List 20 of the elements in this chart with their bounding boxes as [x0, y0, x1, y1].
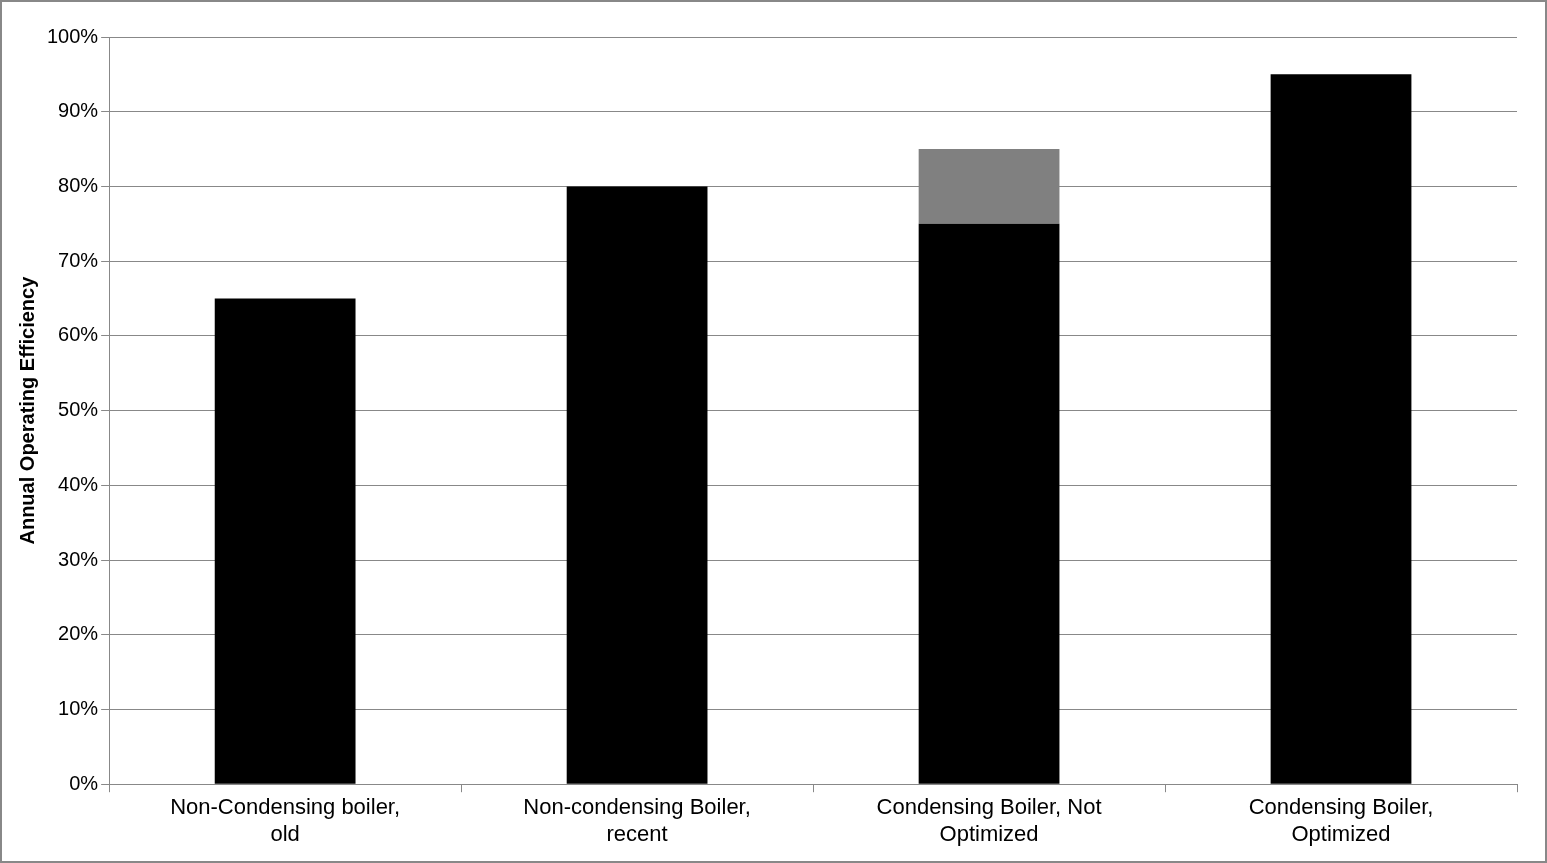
bar — [1270, 74, 1412, 784]
y-tick-label: 30% — [58, 547, 99, 570]
y-tick-label: 90% — [58, 99, 99, 122]
y-tick-label: 50% — [58, 398, 99, 421]
x-tick-label: Condensing Boiler, Not Optimized — [876, 794, 1102, 846]
x-tick-label: Condensing Boiler, Optimized — [1248, 794, 1434, 846]
y-tick-label: 60% — [58, 323, 99, 346]
y-tick-label: 10% — [58, 697, 99, 719]
bar — [566, 186, 708, 784]
y-tick-label: 40% — [58, 472, 99, 495]
y-tick-label: 100% — [47, 24, 99, 47]
bar — [918, 223, 1060, 784]
x-tick-label: Non-Condensing boiler, old — [170, 794, 401, 846]
x-tick-label: Non-condensing Boiler, recent — [523, 794, 751, 846]
y-axis-title: Annual Operating Efficiency — [15, 275, 38, 545]
bar — [214, 298, 356, 784]
y-tick-label: 70% — [58, 248, 99, 271]
y-tick-label: 20% — [58, 622, 99, 645]
y-tick-label: 80% — [58, 173, 99, 196]
y-tick-label: 0% — [69, 771, 99, 794]
